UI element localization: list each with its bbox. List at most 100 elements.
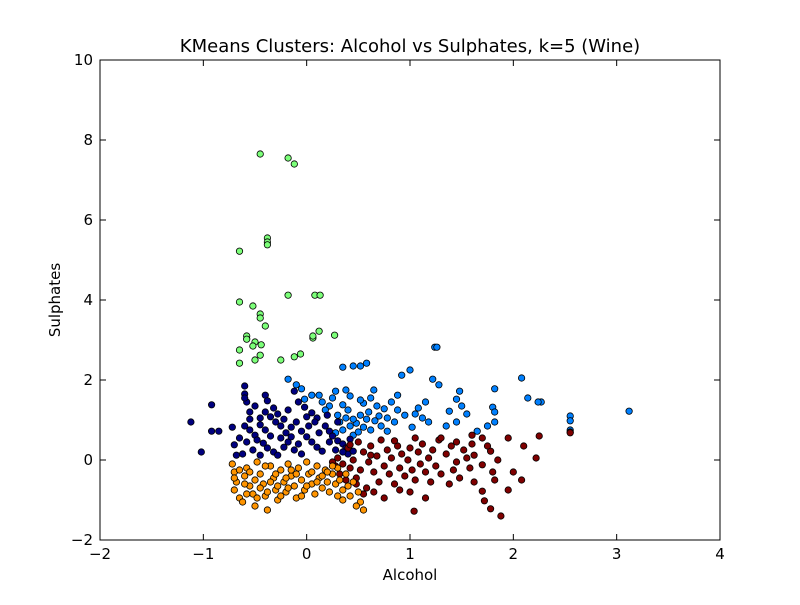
data-point bbox=[393, 391, 402, 399]
data-point bbox=[243, 335, 251, 343]
data-point bbox=[272, 418, 280, 426]
x-tick-label: 0 bbox=[302, 545, 312, 563]
data-point bbox=[323, 468, 331, 476]
data-point bbox=[249, 446, 257, 454]
data-point bbox=[321, 422, 329, 430]
data-point bbox=[251, 502, 259, 510]
data-point bbox=[370, 386, 378, 394]
data-point bbox=[256, 314, 264, 322]
data-point bbox=[517, 374, 526, 382]
y-tick-label: 0 bbox=[83, 451, 93, 469]
y-tick-label: 10 bbox=[74, 51, 93, 69]
data-point bbox=[261, 408, 269, 416]
data-point bbox=[274, 451, 282, 459]
data-point bbox=[421, 398, 430, 406]
data-point bbox=[277, 492, 285, 500]
data-point bbox=[308, 391, 316, 399]
data-point bbox=[197, 448, 205, 456]
data-point bbox=[387, 398, 395, 406]
data-points-layer bbox=[187, 150, 633, 520]
data-point bbox=[517, 476, 526, 484]
data-point bbox=[367, 426, 375, 434]
data-point bbox=[241, 394, 249, 402]
data-point bbox=[290, 482, 298, 490]
data-point bbox=[566, 417, 574, 425]
data-point bbox=[246, 468, 254, 476]
data-point bbox=[311, 418, 319, 426]
y-tick-label: 6 bbox=[83, 211, 93, 229]
data-point bbox=[232, 451, 240, 459]
data-point bbox=[414, 404, 422, 412]
data-point bbox=[325, 488, 333, 496]
data-point bbox=[359, 423, 368, 431]
data-point bbox=[342, 476, 350, 484]
data-point bbox=[246, 408, 254, 416]
data-point bbox=[239, 498, 247, 506]
data-point bbox=[437, 434, 445, 442]
data-point bbox=[228, 460, 236, 468]
data-point bbox=[390, 480, 399, 488]
data-point bbox=[280, 415, 288, 423]
data-point bbox=[256, 150, 264, 158]
data-point bbox=[259, 439, 267, 447]
data-point bbox=[356, 466, 364, 474]
data-point bbox=[342, 414, 350, 422]
data-point bbox=[362, 415, 371, 423]
data-point bbox=[251, 356, 259, 364]
data-point bbox=[466, 464, 474, 472]
data-point bbox=[256, 351, 264, 359]
data-point bbox=[251, 402, 259, 410]
data-point bbox=[483, 442, 492, 450]
data-point bbox=[418, 414, 426, 422]
data-point bbox=[406, 444, 414, 452]
data-point bbox=[305, 422, 313, 430]
data-point bbox=[387, 454, 395, 462]
data-point bbox=[463, 454, 471, 462]
data-point bbox=[235, 346, 244, 354]
data-point bbox=[303, 413, 311, 421]
data-point bbox=[359, 506, 368, 514]
data-point bbox=[228, 423, 236, 431]
data-point bbox=[377, 422, 385, 430]
data-point bbox=[463, 410, 471, 418]
data-point bbox=[455, 387, 464, 395]
data-point bbox=[331, 387, 340, 395]
data-point bbox=[263, 397, 271, 405]
data-point bbox=[393, 406, 402, 414]
data-point bbox=[566, 429, 574, 437]
data-point bbox=[401, 472, 409, 480]
data-point bbox=[455, 474, 464, 482]
data-point bbox=[367, 451, 375, 459]
data-point bbox=[356, 411, 364, 419]
data-point bbox=[367, 394, 375, 402]
data-point bbox=[313, 462, 321, 470]
y-tick-label: 4 bbox=[83, 291, 93, 309]
data-point bbox=[468, 440, 476, 448]
data-point bbox=[290, 446, 298, 454]
data-point bbox=[263, 444, 271, 452]
data-point bbox=[359, 448, 368, 456]
data-point bbox=[346, 441, 354, 449]
data-point bbox=[256, 451, 264, 459]
x-tick-label: 3 bbox=[612, 545, 622, 563]
data-point bbox=[323, 411, 331, 419]
data-point bbox=[349, 362, 357, 370]
data-point bbox=[266, 478, 275, 486]
data-point bbox=[282, 429, 290, 437]
data-point bbox=[315, 391, 323, 399]
data-point bbox=[437, 470, 445, 478]
data-point bbox=[339, 363, 347, 371]
data-point bbox=[435, 381, 443, 389]
data-point bbox=[442, 422, 450, 430]
data-point bbox=[339, 496, 347, 504]
data-point bbox=[509, 468, 517, 476]
data-point bbox=[390, 437, 399, 445]
data-point bbox=[447, 442, 455, 450]
data-point bbox=[339, 426, 347, 434]
data-point bbox=[334, 418, 342, 426]
x-tick-label: 1 bbox=[405, 545, 415, 563]
data-point bbox=[416, 460, 424, 468]
plot-area-frame bbox=[99, 59, 721, 541]
data-point bbox=[251, 476, 259, 484]
